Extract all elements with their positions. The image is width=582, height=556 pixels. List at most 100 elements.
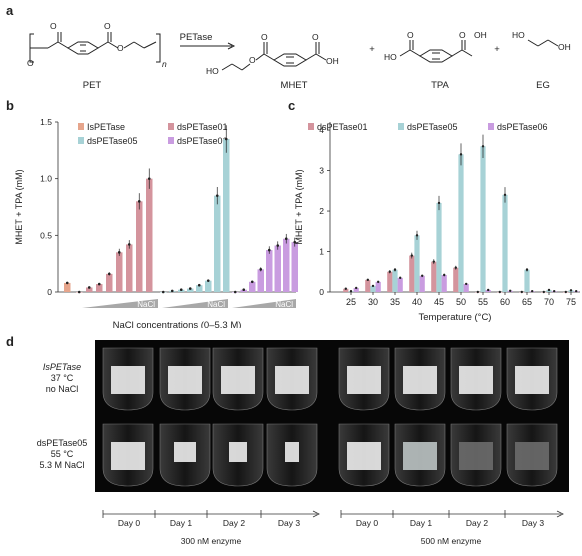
data-point xyxy=(509,289,512,292)
group-label-500nm: 500 nM enzyme xyxy=(421,536,482,546)
pet-film xyxy=(229,442,247,462)
y-tick-label: 1.0 xyxy=(40,174,52,184)
data-point xyxy=(459,153,463,156)
atom-label-ho: HO xyxy=(206,66,219,76)
bar xyxy=(257,269,264,292)
x-tick-label: 25 xyxy=(346,297,356,307)
bar xyxy=(524,269,530,292)
data-point xyxy=(344,287,347,290)
bar xyxy=(365,279,371,292)
x-axis-label: Temperature (°C) xyxy=(419,312,492,323)
row-label-ispetase: IsPETase 37 °C no NaCl xyxy=(30,362,94,395)
pet-film xyxy=(515,442,549,470)
bar xyxy=(436,202,442,292)
pet-film xyxy=(403,366,437,394)
y-tick-label: 2 xyxy=(319,206,324,216)
data-point xyxy=(170,289,174,293)
x-tick-label: 35 xyxy=(390,297,400,307)
bar xyxy=(214,195,221,292)
reaction-scheme: O O O O n HO O O O OH HO O O OH HO OH PE… xyxy=(27,21,571,91)
row-label-temp: 37 °C xyxy=(50,373,74,383)
data-point xyxy=(564,290,567,294)
data-point xyxy=(520,290,523,294)
pet-film xyxy=(285,442,299,462)
day-label: Day 0 xyxy=(118,518,140,528)
data-point xyxy=(250,280,254,284)
x-tick-label: 45 xyxy=(434,297,444,307)
bar xyxy=(116,252,123,292)
legend-label: dsPETase05 xyxy=(407,122,458,132)
atom-label-o: O xyxy=(50,21,57,31)
legend-swatch xyxy=(78,123,84,130)
bar xyxy=(409,255,415,292)
atom-label-oh: OH xyxy=(326,56,339,66)
bar xyxy=(146,178,153,292)
data-point xyxy=(410,254,413,257)
bar xyxy=(274,245,281,292)
atom-label-ho: HO xyxy=(384,52,397,62)
data-point xyxy=(107,272,111,276)
bar xyxy=(397,277,403,292)
bar xyxy=(106,273,113,292)
bar xyxy=(502,194,508,292)
bar xyxy=(187,288,194,292)
pet-film xyxy=(459,366,493,394)
row-label-enzyme: dsPETase05 xyxy=(36,438,88,448)
legend-swatch xyxy=(78,137,84,144)
row-label-enzyme: IsPETase xyxy=(42,362,82,372)
bar xyxy=(375,281,381,292)
bar xyxy=(441,275,447,292)
compound-name-eg: EG xyxy=(536,80,550,91)
y-tick-label: 3 xyxy=(319,166,324,176)
nacl-wedge-label: NaCl xyxy=(275,300,293,309)
data-point xyxy=(415,234,419,237)
data-point xyxy=(293,240,297,244)
enzyme-label: PETase xyxy=(180,32,213,43)
pet-film xyxy=(347,442,381,470)
day-label: Day 3 xyxy=(522,518,544,528)
data-point xyxy=(242,288,246,292)
row-label-dspetase05: dsPETase05 55 °C 5.3 M NaCl xyxy=(30,438,94,471)
data-point xyxy=(393,268,397,271)
bar xyxy=(431,261,437,292)
data-point xyxy=(267,248,271,252)
data-point xyxy=(349,289,353,293)
data-point xyxy=(503,193,507,197)
data-point xyxy=(388,270,391,273)
data-point xyxy=(215,194,219,197)
x-tick-label: 70 xyxy=(544,297,554,307)
data-point xyxy=(421,274,424,278)
data-point xyxy=(117,251,121,254)
legend-swatch xyxy=(308,123,314,130)
bar xyxy=(283,238,290,292)
atom-label-o: O xyxy=(249,55,256,65)
data-point xyxy=(531,289,534,293)
bar xyxy=(266,250,273,292)
bar xyxy=(196,285,203,292)
legend-swatch xyxy=(398,123,404,130)
x-tick-label: 30 xyxy=(368,297,378,307)
y-axis-label: MHET + TPA (mM) xyxy=(14,169,24,244)
data-point xyxy=(233,290,237,294)
data-point xyxy=(454,266,457,269)
data-point xyxy=(179,288,183,292)
legend-label: dsPETase06 xyxy=(177,136,228,146)
bar xyxy=(370,285,376,292)
data-point xyxy=(188,287,192,290)
panel-label-a: a xyxy=(6,3,14,18)
panel-label-d: d xyxy=(6,334,14,349)
data-point xyxy=(487,288,490,292)
data-point xyxy=(97,282,101,286)
chart-c: 0 1 2 3 4 MHET + TPA (mM) Temperature (°C) dsPE… xyxy=(294,122,580,323)
data-point xyxy=(127,243,131,246)
atom-label-o: O xyxy=(117,43,124,53)
pet-film xyxy=(403,442,437,470)
x-tick-label: 40 xyxy=(412,297,422,307)
atom-label-oh: OH xyxy=(474,30,487,40)
bar xyxy=(291,242,298,292)
data-point xyxy=(569,289,573,292)
data-point xyxy=(437,201,441,205)
data-point xyxy=(371,284,375,288)
compound-name-tpa: TPA xyxy=(431,80,449,91)
pet-film xyxy=(168,366,202,394)
